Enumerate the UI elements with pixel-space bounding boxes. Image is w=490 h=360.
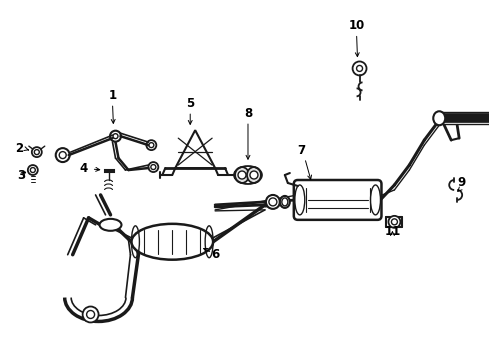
- Ellipse shape: [247, 167, 261, 183]
- Ellipse shape: [266, 195, 280, 209]
- Ellipse shape: [131, 224, 213, 260]
- Text: 2: 2: [15, 141, 23, 155]
- Text: 8: 8: [244, 107, 252, 120]
- Text: 1: 1: [108, 89, 117, 102]
- Circle shape: [83, 306, 98, 323]
- Ellipse shape: [280, 196, 290, 208]
- Circle shape: [353, 62, 367, 75]
- Text: 10: 10: [348, 19, 365, 32]
- Text: 3: 3: [17, 168, 25, 181]
- Text: 5: 5: [186, 97, 195, 110]
- Circle shape: [238, 171, 246, 179]
- Ellipse shape: [99, 219, 122, 231]
- Polygon shape: [175, 130, 215, 168]
- Text: 11: 11: [384, 225, 400, 238]
- Ellipse shape: [433, 111, 445, 125]
- FancyBboxPatch shape: [294, 180, 382, 220]
- Text: 7: 7: [298, 144, 306, 157]
- Text: 4: 4: [79, 162, 88, 175]
- Circle shape: [389, 216, 400, 228]
- Text: 9: 9: [457, 176, 465, 189]
- Circle shape: [87, 310, 95, 319]
- Ellipse shape: [235, 167, 249, 183]
- Circle shape: [250, 171, 258, 179]
- Text: 6: 6: [211, 248, 219, 261]
